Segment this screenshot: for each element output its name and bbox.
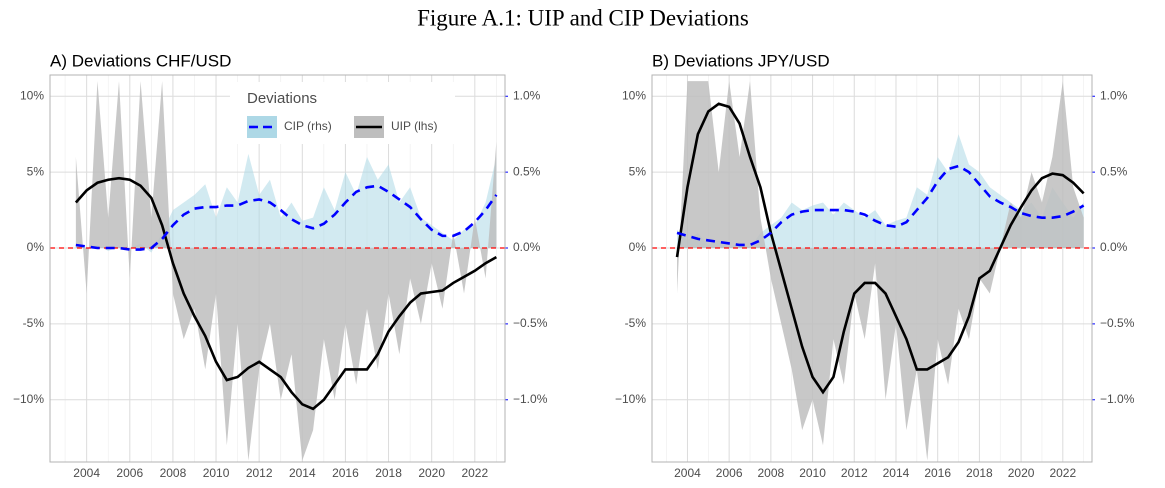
y2-tick-label: −0.5% [1100, 316, 1135, 330]
panel: B) Deviations JPY/USD −10% -5% 0% 5% 10% −1.0%… [615, 51, 1135, 480]
x-tick-label: 2014 [883, 466, 910, 480]
x-tick-label: 2010 [799, 466, 826, 480]
legend-title: Deviations [247, 90, 317, 107]
panel-title: B) Deviations JPY/USD [652, 51, 830, 70]
x-tick-label: 2006 [116, 466, 143, 480]
x-tick-label: 2016 [332, 466, 359, 480]
legend-label: CIP (rhs) [284, 119, 332, 133]
x-tick-label: 2004 [674, 466, 701, 480]
x-tick-label: 2010 [203, 466, 230, 480]
plot-border [49, 74, 506, 463]
x-tick-label: 2008 [160, 466, 187, 480]
legend-key [247, 116, 277, 138]
raw-area [75, 153, 497, 253]
x-tick-label: 2004 [73, 466, 100, 480]
y-tick-label: −10% [13, 392, 44, 406]
y-tick-label: 0% [27, 240, 45, 254]
x-tick-label: 2016 [924, 466, 951, 480]
raw-area [677, 134, 1084, 249]
y2-tick-label: −1.0% [513, 392, 548, 406]
panel: A) Deviations CHF/USD −10% -5% 0% 5% 10% −1.0%… [13, 51, 548, 480]
y-tick-label: 5% [629, 164, 647, 178]
panel-title: A) Deviations CHF/USD [50, 51, 231, 70]
x-tick-label: 2020 [418, 466, 445, 480]
y2-tick-label: −0.5% [513, 316, 548, 330]
plot-area [652, 81, 1092, 461]
x-tick-label: 2014 [289, 466, 316, 480]
raw-area [75, 81, 497, 461]
x-tick-label: 2006 [716, 466, 743, 480]
y2-tick-label: 0.5% [1100, 164, 1128, 178]
plot-area [50, 81, 505, 461]
y-tick-label: 5% [27, 164, 45, 178]
x-tick-label: 2018 [966, 466, 993, 480]
y-tick-label: 0% [629, 240, 647, 254]
y-tick-label: -5% [625, 316, 647, 330]
x-tick-label: 2018 [375, 466, 402, 480]
x-tick-label: 2022 [1049, 466, 1076, 480]
y2-tick-label: 0.5% [513, 164, 541, 178]
x-tick-label: 2022 [461, 466, 488, 480]
y2-tick-label: 1.0% [1100, 88, 1128, 102]
smoothed-line [74, 176, 498, 411]
x-tick-label: 2008 [758, 466, 785, 480]
y2-tick-label: 0.0% [513, 240, 541, 254]
raw-area [677, 81, 1084, 461]
y2-tick-label: 1.0% [513, 88, 541, 102]
smoothed-line [675, 102, 1085, 395]
y-tick-label: 10% [622, 88, 646, 102]
y-tick-label: -5% [23, 316, 45, 330]
smoothed-line [75, 184, 498, 251]
x-tick-label: 2020 [1008, 466, 1035, 480]
y2-tick-label: −1.0% [1100, 392, 1135, 406]
y-tick-label: 10% [20, 88, 44, 102]
x-tick-label: 2012 [246, 466, 273, 480]
y-tick-label: −10% [615, 392, 646, 406]
figure-title: Figure A.1: UIP and CIP Deviations [417, 5, 749, 30]
plot-border [651, 74, 1093, 463]
legend-label: UIP (lhs) [391, 119, 437, 133]
y2-tick-label: 0.0% [1100, 240, 1128, 254]
smoothed-line [676, 164, 1085, 247]
x-tick-label: 2012 [841, 466, 868, 480]
